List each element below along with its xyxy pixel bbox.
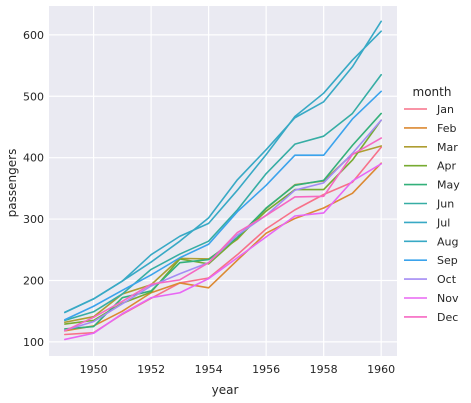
y-tick-label: 600 xyxy=(23,29,44,42)
y-tick-label: 500 xyxy=(23,90,44,103)
x-tick-label: 1956 xyxy=(252,363,280,376)
series-line-oct xyxy=(64,119,382,332)
plot-background xyxy=(49,6,397,356)
legend-entry-label: Jul xyxy=(436,216,450,229)
series-lines xyxy=(64,20,382,341)
legend-entry-label: Jun xyxy=(436,198,454,211)
x-tick-label: 1958 xyxy=(310,363,338,376)
series-line-nov xyxy=(64,163,382,341)
legend: month Jan Feb Mar Apr May Jun Jul Aug Sep Oct Nov D… xyxy=(404,85,460,324)
legend-entry-label: Oct xyxy=(437,273,457,286)
legend-entry-label: May xyxy=(437,179,460,192)
legend-entry-label: Aug xyxy=(437,235,458,248)
series-line-jun xyxy=(64,73,382,322)
x-axis-label: year xyxy=(212,383,239,397)
series-line-dec xyxy=(64,137,382,332)
y-tick-label: 100 xyxy=(23,336,44,349)
y-axis-ticks: 100 200 300 400 500 600 xyxy=(23,29,44,349)
series-line-feb xyxy=(64,162,382,332)
x-tick-label: 1950 xyxy=(80,363,108,376)
legend-entry-label: Apr xyxy=(437,160,457,173)
legend-entry-label: Nov xyxy=(437,292,459,305)
legend-entry-label: Sep xyxy=(437,254,458,267)
legend-entry-label: Jan xyxy=(436,103,454,116)
y-tick-label: 200 xyxy=(23,274,44,287)
x-tick-label: 1960 xyxy=(367,363,395,376)
legend-entry-label: Mar xyxy=(437,141,458,154)
series-line-aug xyxy=(64,30,382,314)
legend-entry-label: Feb xyxy=(437,122,456,135)
legend-title: month xyxy=(413,85,452,99)
y-tick-label: 400 xyxy=(23,152,44,165)
legend-entry-label: Dec xyxy=(437,311,458,324)
x-tick-label: 1954 xyxy=(195,363,223,376)
series-line-sep xyxy=(64,90,382,321)
y-tick-label: 300 xyxy=(23,213,44,226)
x-axis-ticks: 1950 1952 1954 1956 1958 1960 xyxy=(80,363,396,376)
x-tick-label: 1952 xyxy=(137,363,165,376)
y-axis-label: passengers xyxy=(5,149,19,218)
